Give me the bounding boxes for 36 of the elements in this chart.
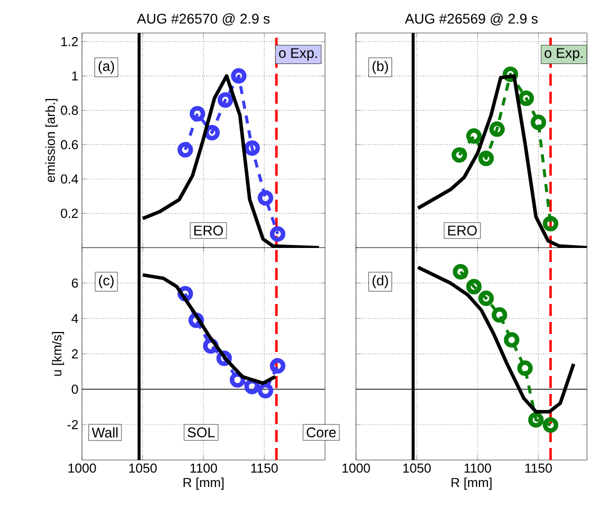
annotation: ERO [194,226,223,236]
y-tick-label: 0.2 [60,208,78,218]
annotation: SOL [188,427,215,438]
annotation: (a) [98,60,114,74]
x-axis-title: R [mm] [184,478,224,490]
y-tick-label: 0.8 [60,106,78,115]
y-tick-label: -2 [67,420,78,430]
annotation: o Exp. [279,48,317,61]
chart-title: AUG #26569 @ 2.9 s [404,13,538,26]
y-tick-label: 0.6 [60,140,78,150]
chart-title: AUG #26570 @ 2.9 s [136,13,270,26]
y-tick-label: 1 [72,71,78,80]
annotation: (b) [372,60,388,74]
x-tick-label: 1150 [251,464,278,473]
annotation: (d) [372,275,388,288]
annotation: Wall [92,427,118,438]
x-tick-label: 1100 [464,464,492,473]
annotation: o Exp. [544,48,583,61]
y-tick-label: 1.2 [61,37,78,46]
y-axis-title: u [km/s] [52,332,64,376]
y-tick-label: 2 [72,349,78,358]
y-tick-label: 0 [72,384,78,394]
x-tick-label: 1000 [342,464,370,473]
y-tick-label: 4 [72,314,78,323]
x-tick-label: 1150 [525,464,552,473]
x-tick-label: 1100 [190,464,217,473]
annotation: Core [306,427,336,438]
y-tick-label: 0.4 [60,174,78,184]
x-axis-title: R [mm] [452,478,492,490]
x-tick-label: 1050 [129,464,157,473]
x-tick-label: 1000 [68,464,96,473]
x-tick-label: 1050 [403,464,431,473]
annotation: (c) [99,275,114,288]
y-axis-title: emission [arb.] [45,99,58,182]
y-tick-label: 6 [72,278,78,288]
annotation: ERO [448,226,477,236]
